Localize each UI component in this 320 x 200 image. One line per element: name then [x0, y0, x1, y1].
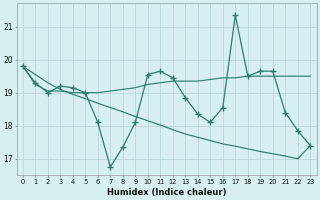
X-axis label: Humidex (Indice chaleur): Humidex (Indice chaleur)	[107, 188, 226, 197]
